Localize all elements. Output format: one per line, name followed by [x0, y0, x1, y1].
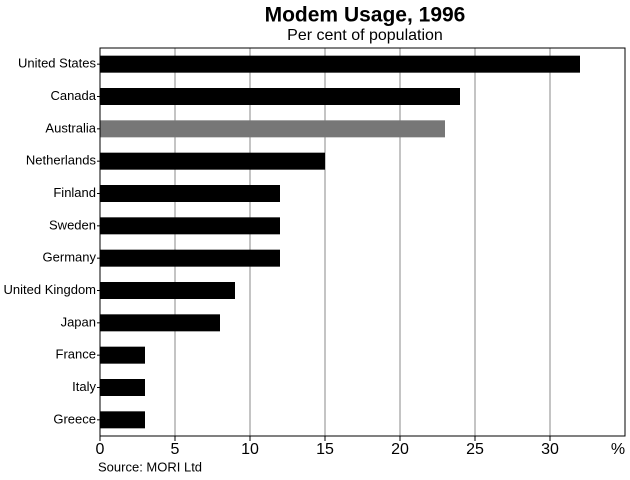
y-tick-label: Germany: [43, 250, 97, 265]
y-tick-label: Greece: [53, 411, 96, 426]
bar: [100, 346, 145, 364]
y-tick-label: France: [56, 347, 96, 362]
y-tick-label: Japan: [61, 314, 96, 329]
bar: [100, 185, 280, 202]
source-note: Source: MORI Ltd: [98, 459, 202, 474]
x-tick-label: 5: [171, 441, 180, 458]
y-tick-label: Italy: [72, 379, 96, 394]
bar: [100, 379, 145, 396]
y-tick-label: United Kingdom: [4, 282, 97, 297]
y-tick-label: United States: [18, 56, 97, 71]
y-tick-label: Netherlands: [26, 153, 97, 168]
bar: [100, 217, 280, 235]
y-tick-label: Sweden: [49, 217, 96, 232]
bar: [100, 152, 325, 170]
bar: [100, 55, 580, 73]
x-axis-label: %: [611, 441, 625, 458]
bar: [100, 88, 460, 105]
bar: [100, 314, 220, 332]
x-tick-label: 20: [391, 441, 409, 458]
x-tick-label: 30: [541, 441, 559, 458]
chart-subtitle: Per cent of population: [287, 27, 443, 44]
bar: [100, 249, 280, 267]
bar: [100, 411, 145, 429]
y-tick-label: Australia: [45, 120, 96, 135]
bar: [100, 282, 235, 299]
plot-frame: [99, 47, 626, 437]
y-tick-label: Finland: [53, 185, 96, 200]
x-tick-label: 15: [316, 441, 334, 458]
chart-title: Modem Usage, 1996: [265, 4, 466, 27]
y-tick-label: Canada: [50, 88, 96, 103]
x-tick-label: 10: [241, 441, 259, 458]
bar: [100, 120, 445, 138]
x-tick-label: 25: [466, 441, 484, 458]
x-tick-label: 0: [96, 441, 105, 458]
